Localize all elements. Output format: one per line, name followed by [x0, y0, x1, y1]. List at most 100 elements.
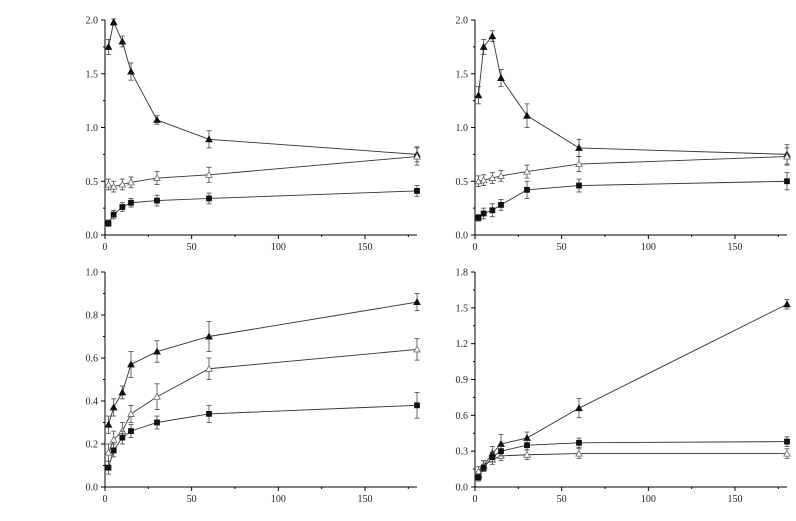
data-point-triangle — [523, 434, 531, 441]
y-tick-label: 0.2 — [86, 440, 99, 451]
series-filled-triangle — [104, 18, 421, 163]
data-point-square — [119, 204, 126, 210]
data-point-triangle — [104, 448, 113, 456]
data-point-triangle — [575, 143, 583, 151]
data-point-triangle — [127, 360, 135, 368]
data-point-triangle — [153, 115, 161, 123]
y-tick-label: 1.5 — [456, 303, 469, 314]
data-point-triangle — [104, 180, 113, 188]
y-tick-label: 1.8 — [456, 268, 469, 279]
y-tick-label: 0.6 — [456, 411, 469, 422]
y-tick-label: 1.2 — [456, 339, 469, 350]
data-point-triangle — [109, 18, 118, 26]
data-point-triangle — [575, 404, 583, 412]
x-tick-label: 100 — [641, 242, 656, 253]
data-point-square — [414, 402, 420, 409]
data-point-square — [119, 434, 126, 441]
data-point-square — [206, 195, 212, 202]
data-point-triangle — [127, 409, 135, 417]
data-point-triangle — [497, 74, 505, 82]
data-point-square — [576, 182, 582, 189]
y-tick-label: 2.0 — [456, 16, 469, 27]
series-open-triangle — [104, 338, 421, 462]
data-point-triangle — [488, 174, 497, 181]
data-point-triangle — [205, 332, 213, 340]
series-line — [478, 180, 788, 219]
y-tick-label: 0.9 — [456, 375, 469, 386]
data-point-triangle — [205, 170, 213, 178]
data-point-triangle — [104, 420, 113, 428]
data-point-square — [576, 439, 582, 446]
data-point-square — [128, 199, 134, 206]
data-point-triangle — [109, 182, 118, 190]
y-tick-label: 1.0 — [86, 268, 99, 279]
series-filled-triangle — [474, 299, 791, 480]
x-tick-label: 0 — [103, 242, 108, 253]
x-tick-label: 50 — [187, 242, 197, 253]
data-point-square — [524, 442, 530, 449]
panel-c: 0.0 0.2 0.4 0.6 0.8 1.0 0 50 100 150 — [86, 268, 421, 505]
data-point-triangle — [118, 180, 127, 188]
x-tick-label: 50 — [557, 494, 567, 505]
data-point-triangle — [109, 435, 118, 443]
data-point-triangle — [413, 298, 421, 306]
panel-d: 0.0 0.3 0.6 0.9 1.2 1.5 1.8 0 50 100 150 — [456, 268, 791, 505]
x-tick-label: 0 — [103, 494, 108, 505]
series-open-triangle — [104, 147, 421, 193]
data-point-triangle — [474, 91, 483, 99]
panel-a: 0.0 0.5 1.0 1.5 2.0 0 50 100 150 — [86, 16, 421, 253]
data-point-triangle — [118, 388, 127, 396]
x-tick-label: 100 — [271, 494, 286, 505]
y-tick-label: 0.5 — [86, 177, 99, 188]
series-line — [478, 156, 788, 182]
y-tick-label: 0.3 — [456, 447, 469, 458]
data-point-square — [105, 464, 112, 471]
data-point-triangle — [205, 364, 213, 372]
series-filled-square — [475, 436, 790, 482]
data-point-square — [784, 438, 790, 445]
data-point-triangle — [523, 111, 531, 119]
series-filled-triangle — [474, 30, 791, 165]
y-tick-label: 0.0 — [456, 483, 469, 494]
data-point-square — [524, 186, 530, 193]
data-point-square — [110, 211, 117, 218]
data-point-triangle — [479, 42, 488, 50]
y-tick-label: 1.5 — [456, 69, 469, 80]
data-point-triangle — [783, 449, 791, 457]
series-filled-square — [105, 185, 420, 227]
data-point-square — [480, 464, 487, 471]
y-tick-label: 0.0 — [86, 483, 99, 494]
data-point-triangle — [474, 177, 483, 185]
series-line — [108, 348, 418, 453]
data-point-square — [128, 428, 134, 435]
data-point-square — [154, 419, 160, 426]
y-tick-label: 2.0 — [86, 16, 99, 27]
data-point-triangle — [118, 37, 127, 45]
y-tick-label: 0.5 — [456, 177, 469, 188]
data-point-triangle — [153, 174, 161, 181]
series-filled-square — [475, 172, 790, 222]
y-tick-label: 0.4 — [86, 397, 99, 408]
data-point-square — [480, 210, 487, 217]
panel-b: 0.0 0.5 1.0 1.5 2.0 0 50 100 150 — [456, 16, 791, 253]
data-point-square — [475, 214, 482, 221]
x-tick-label: 50 — [187, 494, 197, 505]
data-point-square — [489, 454, 496, 461]
data-point-square — [154, 197, 160, 204]
series-line — [108, 190, 418, 224]
series-line — [108, 20, 418, 155]
data-point-triangle — [127, 67, 135, 75]
x-tick-label: 150 — [728, 242, 743, 253]
data-point-square — [498, 201, 504, 208]
data-point-triangle — [575, 449, 583, 457]
data-point-triangle — [153, 347, 161, 355]
data-point-triangle — [109, 403, 118, 411]
data-point-square — [489, 207, 496, 214]
data-point-square — [206, 410, 212, 417]
x-tick-label: 100 — [271, 242, 286, 253]
data-point-triangle — [413, 345, 421, 353]
data-point-square — [784, 178, 790, 185]
series-open-triangle — [474, 147, 791, 188]
data-point-triangle — [497, 171, 505, 179]
